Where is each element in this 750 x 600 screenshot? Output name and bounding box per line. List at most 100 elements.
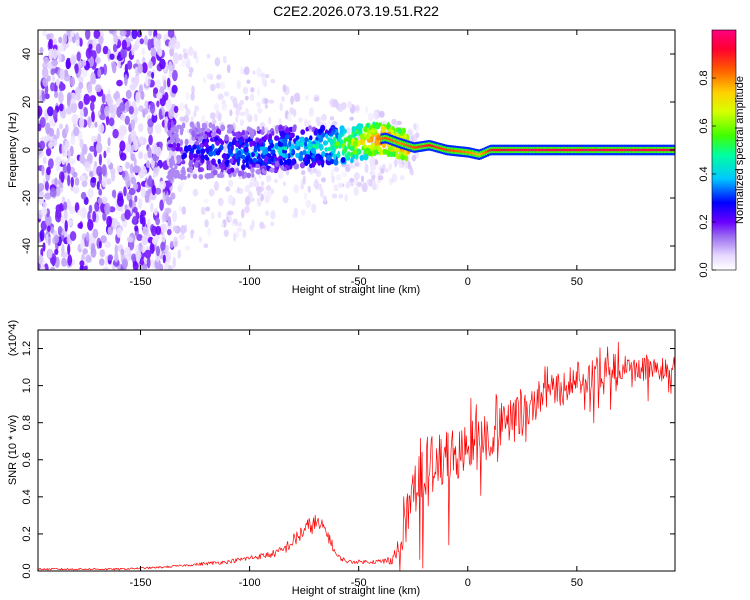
snr-x-ticks: -150 -100 -50 0 50 <box>130 330 583 589</box>
spectral-cell <box>282 195 289 204</box>
spectral-cell <box>307 185 311 193</box>
spectral-cell <box>327 137 331 143</box>
spectral-cell <box>155 225 162 236</box>
spectral-cell <box>169 240 174 248</box>
spectral-cell <box>79 138 84 149</box>
ridge-core <box>415 146 418 149</box>
spectral-cell <box>217 158 221 165</box>
spectral-cell <box>248 157 253 165</box>
spectral-cell <box>287 112 292 122</box>
spectral-cell <box>48 141 54 149</box>
spectral-cell <box>124 74 128 86</box>
spectral-cell <box>206 53 211 59</box>
spectral-cell <box>215 150 221 156</box>
spectral-cell <box>267 190 272 199</box>
spectral-cell <box>378 122 382 127</box>
ridge-core <box>628 148 631 152</box>
spectral-cell <box>38 254 43 265</box>
spectral-cell <box>271 131 275 136</box>
spectral-cell <box>329 139 334 144</box>
spectral-cell <box>190 121 195 128</box>
spectral-cell <box>239 111 246 117</box>
spectral-cell <box>265 165 270 171</box>
spectral-cell <box>267 145 272 152</box>
spectral-cell <box>130 118 135 131</box>
spectral-cell <box>42 156 47 165</box>
spectral-cell <box>249 140 253 147</box>
spectral-cell <box>263 135 268 141</box>
spectral-cell <box>58 52 62 63</box>
spectral-cell <box>91 110 95 123</box>
spectral-cell <box>178 205 182 212</box>
ridge-core <box>605 148 608 152</box>
spectral-cell <box>363 153 369 161</box>
spectral-cell <box>386 150 391 158</box>
spectral-cell <box>167 228 172 236</box>
ridge-core <box>581 148 584 152</box>
spectral-cell <box>250 167 255 173</box>
spectral-cell <box>395 152 399 159</box>
ridge-core <box>382 137 385 140</box>
spectral-cell <box>194 105 200 112</box>
spectral-cell <box>171 133 176 141</box>
spectral-cell <box>270 142 274 148</box>
spectral-cell <box>172 142 177 149</box>
x-tick-label: -100 <box>239 577 261 589</box>
spectral-cell <box>241 169 244 177</box>
spectral-cell <box>51 59 59 67</box>
spectral-cell <box>294 145 297 150</box>
spectral-cell <box>111 218 119 229</box>
ridge-core <box>453 149 456 153</box>
ridge-core <box>576 148 578 152</box>
spectral-cell <box>124 204 128 211</box>
spectral-cell <box>114 251 119 263</box>
spectral-cell <box>249 93 255 102</box>
spectral-cell <box>116 196 124 207</box>
spectral-cell <box>42 30 47 37</box>
spectral-cell <box>397 129 401 134</box>
spectral-cell <box>246 126 251 133</box>
spectral-cell <box>301 170 306 176</box>
spectral-cell <box>269 167 275 173</box>
spectral-cell <box>42 242 46 252</box>
spectral-cell <box>38 105 43 117</box>
spectral-cell <box>105 115 110 126</box>
spectral-cell <box>181 160 186 165</box>
spectral-cell <box>75 32 80 40</box>
ridge-core <box>441 147 444 150</box>
spectral-cell <box>288 140 292 147</box>
spectral-cell <box>377 146 382 153</box>
spectral-cell <box>66 162 71 174</box>
spectral-cell <box>293 138 297 143</box>
spectral-cell <box>148 134 153 146</box>
ridge-core <box>535 148 538 152</box>
spectral-cell <box>120 248 125 256</box>
spectral-cell <box>350 181 354 187</box>
spectral-cell <box>195 149 201 155</box>
spectral-cell <box>39 140 46 150</box>
spectral-cell <box>128 187 136 196</box>
spectral-cell <box>264 98 269 104</box>
ridge-core <box>411 146 414 149</box>
spectral-cell <box>311 203 317 214</box>
spectral-cell <box>350 158 354 164</box>
spectral-cell <box>253 180 260 188</box>
spectral-cell <box>151 113 158 123</box>
spectral-cell <box>213 103 219 111</box>
spectral-cell <box>125 161 131 169</box>
x-tick-label: 50 <box>571 276 583 288</box>
spectral-cell <box>342 148 348 153</box>
spectral-cell <box>268 133 273 140</box>
y-tick-label: 40 <box>21 48 33 60</box>
spectral-cell <box>179 116 186 122</box>
ridge-core <box>488 149 491 152</box>
spectral-cell <box>321 151 326 157</box>
ridge-core <box>616 148 619 152</box>
ridge-core <box>429 144 432 147</box>
ridge-core <box>549 148 552 152</box>
spectral-cell <box>410 169 414 176</box>
spectral-cell <box>44 180 49 191</box>
spectral-cell <box>93 30 101 39</box>
ridge-core <box>665 148 667 152</box>
spectral-cell <box>283 159 288 165</box>
